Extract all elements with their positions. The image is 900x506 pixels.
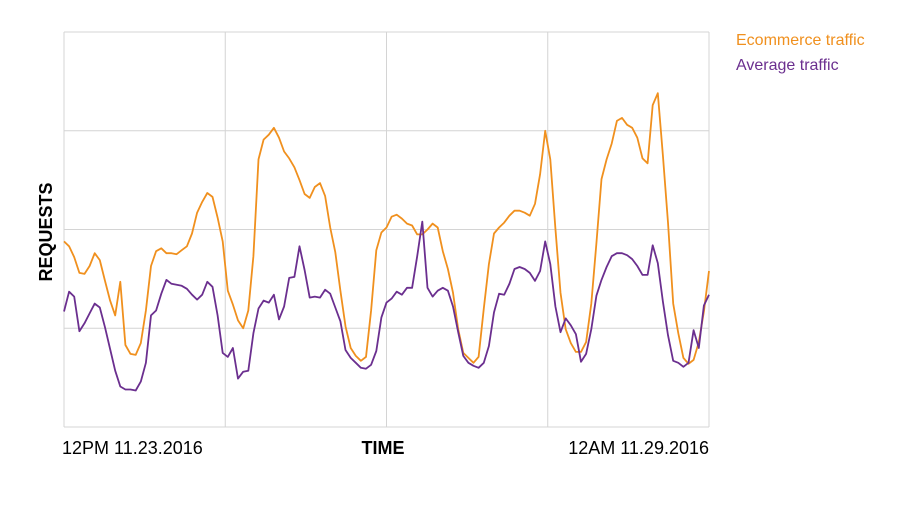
series-line-ecommerce xyxy=(63,92,710,365)
x-axis-label: TIME xyxy=(362,438,405,458)
y-axis-label: REQUESTS xyxy=(36,182,56,281)
series-lines xyxy=(63,92,710,392)
legend: Ecommerce traffic Average traffic xyxy=(736,32,865,74)
x-start-label: 12PM 11.23.2016 xyxy=(62,438,203,458)
x-end-label: 12AM 11.29.2016 xyxy=(568,438,709,458)
grid xyxy=(63,31,710,428)
legend-entry-average: Average traffic xyxy=(736,57,839,74)
series-line-average xyxy=(63,220,710,392)
legend-entry-ecommerce: Ecommerce traffic xyxy=(736,32,865,49)
